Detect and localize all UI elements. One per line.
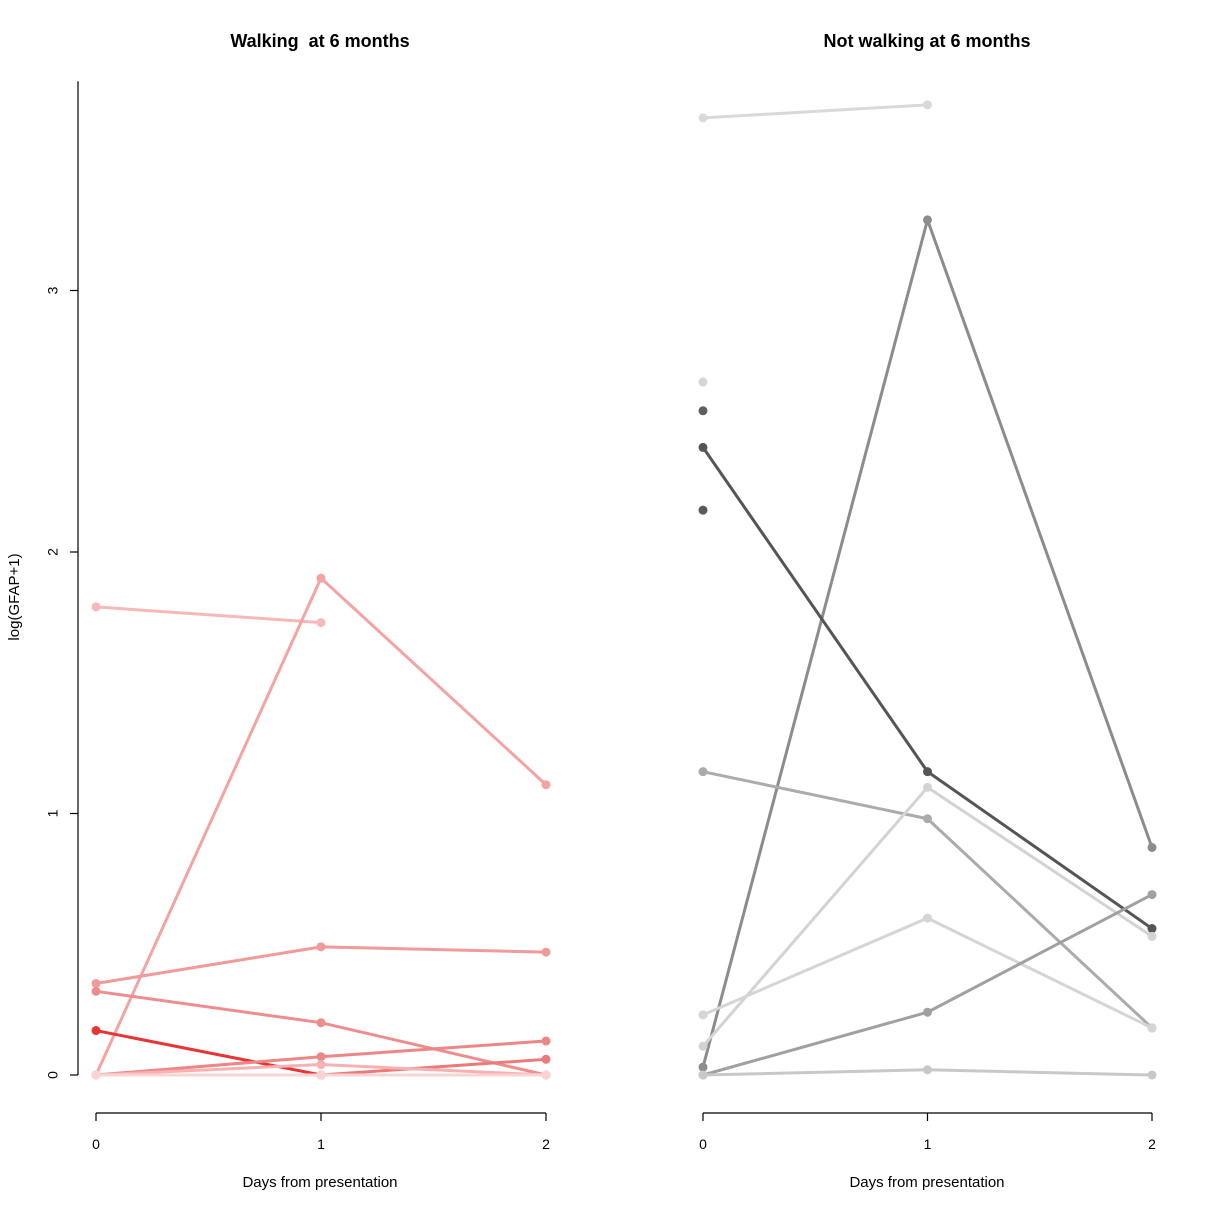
x-axis-walking: 0 1 2 <box>92 1112 550 1152</box>
data-point <box>698 406 708 416</box>
series-line <box>701 218 1154 1069</box>
data-point <box>923 782 932 792</box>
data-point <box>541 780 551 790</box>
data-point <box>923 1065 932 1075</box>
x-tick-label: 0 <box>92 1136 100 1152</box>
y-tick-label: 1 <box>45 809 61 817</box>
series-group-walking <box>91 573 551 1080</box>
data-point <box>1147 890 1157 900</box>
data-point <box>316 942 326 952</box>
y-axis: 0 1 2 3 <box>45 81 79 1079</box>
series-not-walking-2 <box>698 215 1157 1072</box>
series-not-walking-5 <box>698 442 1157 934</box>
data-point <box>698 113 708 123</box>
series-line <box>319 1057 548 1077</box>
series-line <box>701 445 1154 931</box>
data-point <box>698 377 708 387</box>
series-line <box>94 945 548 985</box>
series-walking-2 <box>91 573 551 1080</box>
series-walking-1 <box>91 602 326 628</box>
series-not-walking-7 <box>698 767 1157 1033</box>
x-tick-label: 1 <box>317 1136 325 1152</box>
data-point <box>1147 924 1157 934</box>
data-point <box>698 505 708 515</box>
data-point <box>316 1018 326 1028</box>
y-tick-label: 2 <box>45 548 61 556</box>
data-point <box>316 618 326 628</box>
data-point <box>698 1010 708 1020</box>
data-point <box>698 767 708 777</box>
series-not-walking-1 <box>698 100 932 123</box>
series-not-walking-11 <box>698 1065 1157 1080</box>
series-walking-9 <box>91 1070 551 1080</box>
data-point <box>923 814 932 824</box>
data-point <box>541 1036 551 1046</box>
data-point <box>698 1041 708 1051</box>
series-group-not-walking <box>698 100 1157 1080</box>
data-point <box>91 1070 101 1080</box>
series-not-walking-9 <box>698 913 1157 1033</box>
data-point <box>91 986 101 996</box>
data-point <box>923 1007 932 1017</box>
data-point <box>1147 842 1157 852</box>
data-point <box>1147 1070 1157 1080</box>
x-tick-label: 0 <box>699 1136 707 1152</box>
y-axis-label: log(GFAP+1) <box>6 553 23 640</box>
panel-title-walking: Walking at 6 months <box>230 31 409 51</box>
x-axis-not-walking: 0 1 2 <box>699 1112 1156 1152</box>
x-axis-label-not-walking: Days from presentation <box>849 1174 1004 1191</box>
data-point <box>1147 1023 1157 1033</box>
data-point <box>1147 931 1157 941</box>
data-point <box>923 767 932 777</box>
data-point <box>91 1026 101 1036</box>
panel-walking: Walking at 6 months 0 1 2 3 0 1 2 Days from p… <box>6 31 551 1191</box>
data-point <box>541 947 551 957</box>
data-point <box>91 978 101 988</box>
data-point <box>316 1070 326 1080</box>
x-tick-label: 1 <box>924 1136 932 1152</box>
data-point <box>923 215 932 225</box>
data-point <box>541 1070 551 1080</box>
series-line <box>701 103 929 120</box>
data-point <box>698 1070 708 1080</box>
data-point <box>698 1062 708 1072</box>
data-point <box>541 1054 551 1064</box>
panel-title-not-walking: Not walking at 6 months <box>823 31 1030 51</box>
data-point <box>923 100 932 110</box>
data-point <box>316 573 326 583</box>
y-tick-label: 0 <box>45 1071 61 1079</box>
y-tick-label: 3 <box>45 286 61 294</box>
x-tick-label: 2 <box>542 1136 550 1152</box>
x-axis-label-walking: Days from presentation <box>242 1174 397 1191</box>
data-point <box>91 602 101 612</box>
data-point <box>698 442 708 452</box>
series-not-walking-3 <box>698 377 708 387</box>
series-not-walking-6 <box>698 505 708 515</box>
series-walking-3 <box>91 942 551 988</box>
series-line <box>94 605 323 625</box>
x-tick-label: 2 <box>1148 1136 1156 1152</box>
data-point <box>923 913 932 923</box>
data-point <box>316 1052 326 1062</box>
series-not-walking-4 <box>698 406 708 416</box>
series-not-walking-8 <box>698 782 1157 1051</box>
panel-not-walking: Not walking at 6 months 0 1 2 Days from pr… <box>698 31 1157 1191</box>
data-point <box>316 1060 326 1070</box>
